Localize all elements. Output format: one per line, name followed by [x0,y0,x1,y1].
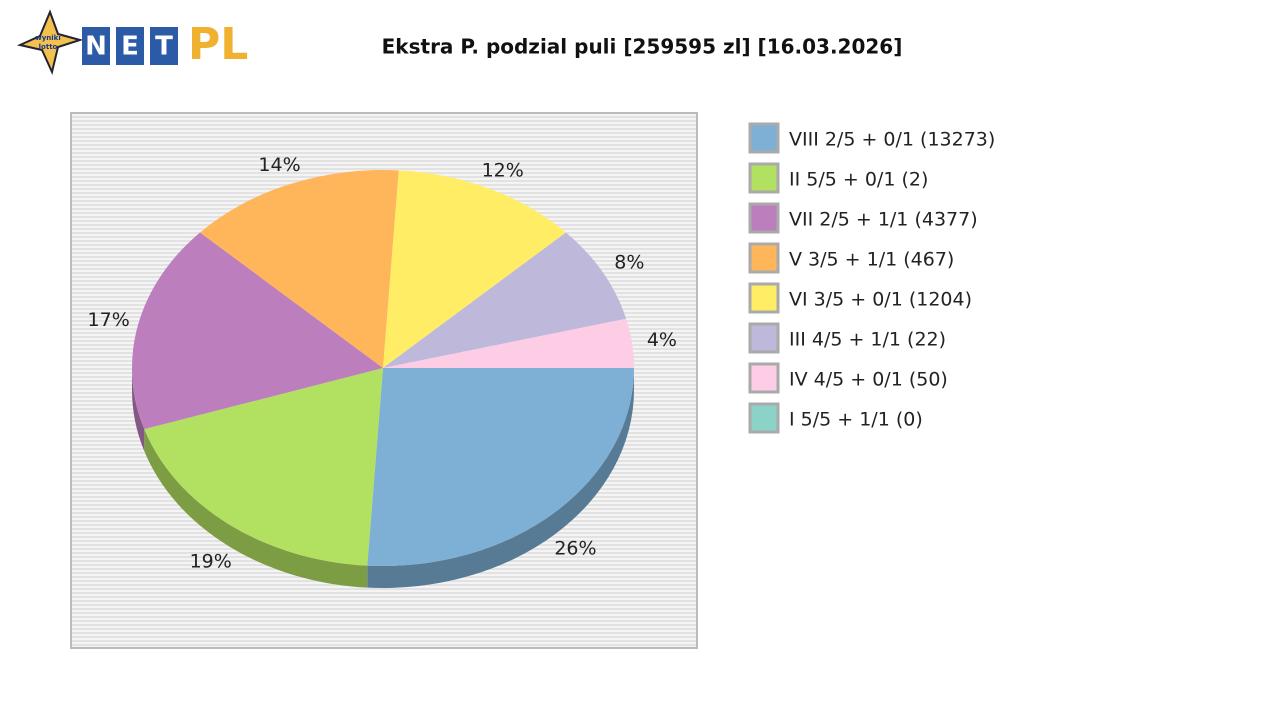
slice-label: 17% [88,309,130,331]
slice-label: 8% [614,252,644,274]
pie: 26% 19% 17% 14% 12% 8% 4% [88,154,677,588]
slice-label: 19% [190,551,232,573]
legend-swatch [748,242,780,274]
legend-swatch [748,162,780,194]
legend-swatch [748,402,780,434]
logo-letter: E [121,32,139,62]
slice [383,318,634,368]
legend-label: VI 3/5 + 0/1 (1204) [789,289,972,311]
slice-side [132,368,145,452]
chart-title: Ekstra P. podzial puli [259595 zl] [16.0… [382,35,903,59]
logo-letter: N [85,32,107,62]
slice [144,368,383,566]
logo-badge: wyniki [35,34,60,42]
logo-star [16,9,84,76]
legend-label: VII 2/5 + 1/1 (4377) [789,209,978,231]
legend-label: II 5/5 + 0/1 (2) [789,169,928,191]
slice-side [144,429,368,588]
legend-swatch [748,202,780,234]
legend-label: V 3/5 + 1/1 (467) [789,249,954,271]
legend: VIII 2/5 + 0/1 (13273) II 5/5 + 0/1 (2) VI… [748,122,995,434]
logo-letter: T [155,32,173,62]
slice-label: 26% [554,537,596,559]
slice [200,169,399,368]
slice-label: 12% [482,159,524,181]
legend-swatch [748,322,780,354]
legend-swatch [748,282,780,314]
slice [383,232,627,368]
slice [383,170,566,368]
logo-accent: PL [188,19,248,70]
logo: wyniki lotto N E T PL [16,9,248,76]
slice-label: 4% [647,329,677,351]
legend-swatch [748,362,780,394]
legend-label: IV 4/5 + 0/1 (50) [789,369,948,391]
slice-label: 14% [258,154,300,176]
logo-box [116,27,144,65]
legend-swatch [748,122,780,154]
legend-label: III 4/5 + 1/1 (22) [789,329,946,351]
slice [132,232,383,430]
slice [367,368,634,566]
legend-label: I 5/5 + 1/1 (0) [789,409,923,431]
logo-box [150,27,178,65]
slice-side [367,368,634,588]
logo-badge: lotto [39,43,58,51]
legend-label: VIII 2/5 + 0/1 (13273) [789,129,995,151]
logo-box [82,27,110,65]
